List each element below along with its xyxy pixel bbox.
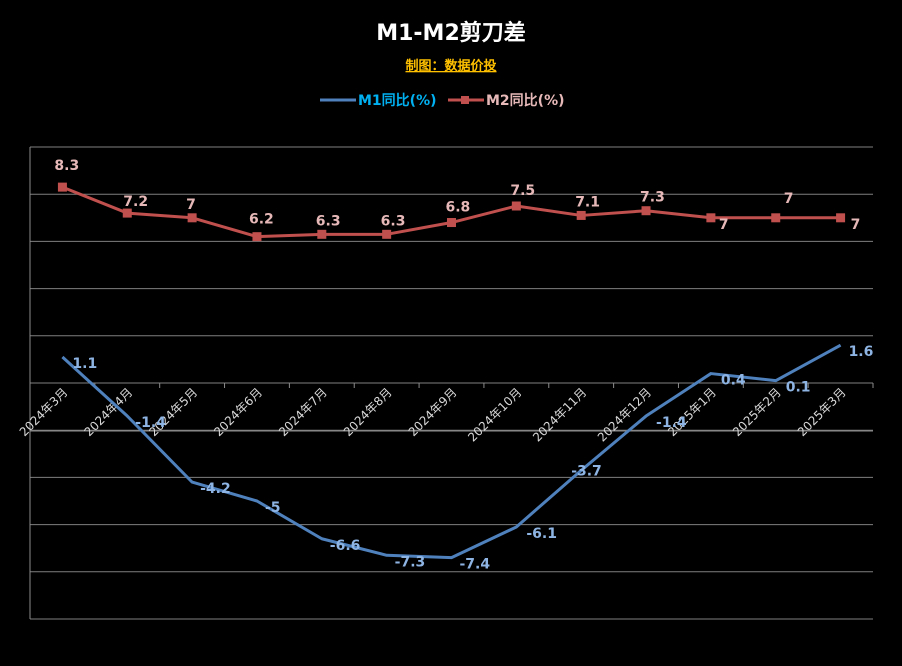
m2-point-marker bbox=[187, 213, 197, 223]
chart-title: M1-M2剪刀差 bbox=[376, 20, 526, 46]
grid bbox=[30, 146, 873, 620]
m1-data-label: -6.6 bbox=[330, 538, 361, 554]
m1-data-label: -4.2 bbox=[200, 481, 231, 497]
m1-data-label: 1.1 bbox=[72, 356, 97, 372]
m1-data-label: -7.3 bbox=[395, 554, 426, 570]
m1-data-label: -1.4 bbox=[656, 415, 687, 431]
m1-data-label: 0.4 bbox=[721, 373, 746, 389]
m2-data-label: 7 bbox=[784, 191, 794, 207]
m1-data-label: 1.6 bbox=[849, 344, 874, 360]
m1-data-label: -5 bbox=[265, 500, 281, 516]
x-tick-label: 2024年11月 bbox=[530, 385, 589, 444]
m1-data-label: 0.1 bbox=[786, 380, 811, 396]
m2-point-marker bbox=[511, 201, 521, 211]
legend: M1同比(%) M2同比(%) bbox=[320, 92, 565, 109]
m2-data-label: 6.3 bbox=[316, 213, 341, 229]
m1-data-label: -7.4 bbox=[460, 557, 491, 573]
m2-data-label: 8.3 bbox=[54, 158, 79, 174]
m2-data-label: 6.2 bbox=[249, 212, 274, 228]
m1-series-line bbox=[61, 343, 842, 560]
m2-point-marker bbox=[641, 206, 651, 216]
m2-data-label: 7 bbox=[719, 217, 729, 233]
m2-point-marker bbox=[252, 232, 262, 242]
m2-point-marker bbox=[57, 182, 67, 192]
m2-point-marker bbox=[317, 229, 327, 239]
m1-data-label: -3.7 bbox=[571, 463, 602, 479]
m2-data-label: 7.5 bbox=[510, 183, 535, 199]
m2-point-marker bbox=[576, 210, 586, 220]
m2-point-marker bbox=[447, 218, 456, 228]
series-group: 1.1 -1.4 -4.2 -5 -6.6 -7.3 -7.4 -6.1 -3.7 -1.4 0.4… bbox=[54, 158, 873, 573]
m2-point-marker bbox=[706, 213, 716, 223]
m1-data-label: -6.1 bbox=[526, 526, 557, 542]
m1-data-label: -1.4 bbox=[135, 415, 166, 431]
m2-point-marker bbox=[382, 229, 392, 239]
m2-point-marker bbox=[836, 213, 846, 223]
m2-point-marker bbox=[122, 208, 132, 218]
m2-data-label: 7 bbox=[186, 197, 196, 213]
m2-data-label: 7.2 bbox=[123, 194, 148, 210]
x-tick-label: 2024年10月 bbox=[465, 385, 524, 444]
m2-data-label: 7.1 bbox=[575, 194, 600, 210]
m2-data-label: 7 bbox=[851, 217, 861, 233]
m2-data-label: 6.3 bbox=[381, 213, 406, 229]
m2-point-marker bbox=[771, 213, 781, 223]
legend-m2-label: M2同比(%) bbox=[486, 92, 565, 109]
chart-subtitle: 制图：数据价投 bbox=[405, 58, 496, 74]
m2-data-label: 6.8 bbox=[446, 200, 471, 216]
legend-m2-marker bbox=[461, 96, 469, 104]
legend-m1-label: M1同比(%) bbox=[358, 92, 437, 109]
m2-data-label: 7.3 bbox=[640, 190, 665, 206]
